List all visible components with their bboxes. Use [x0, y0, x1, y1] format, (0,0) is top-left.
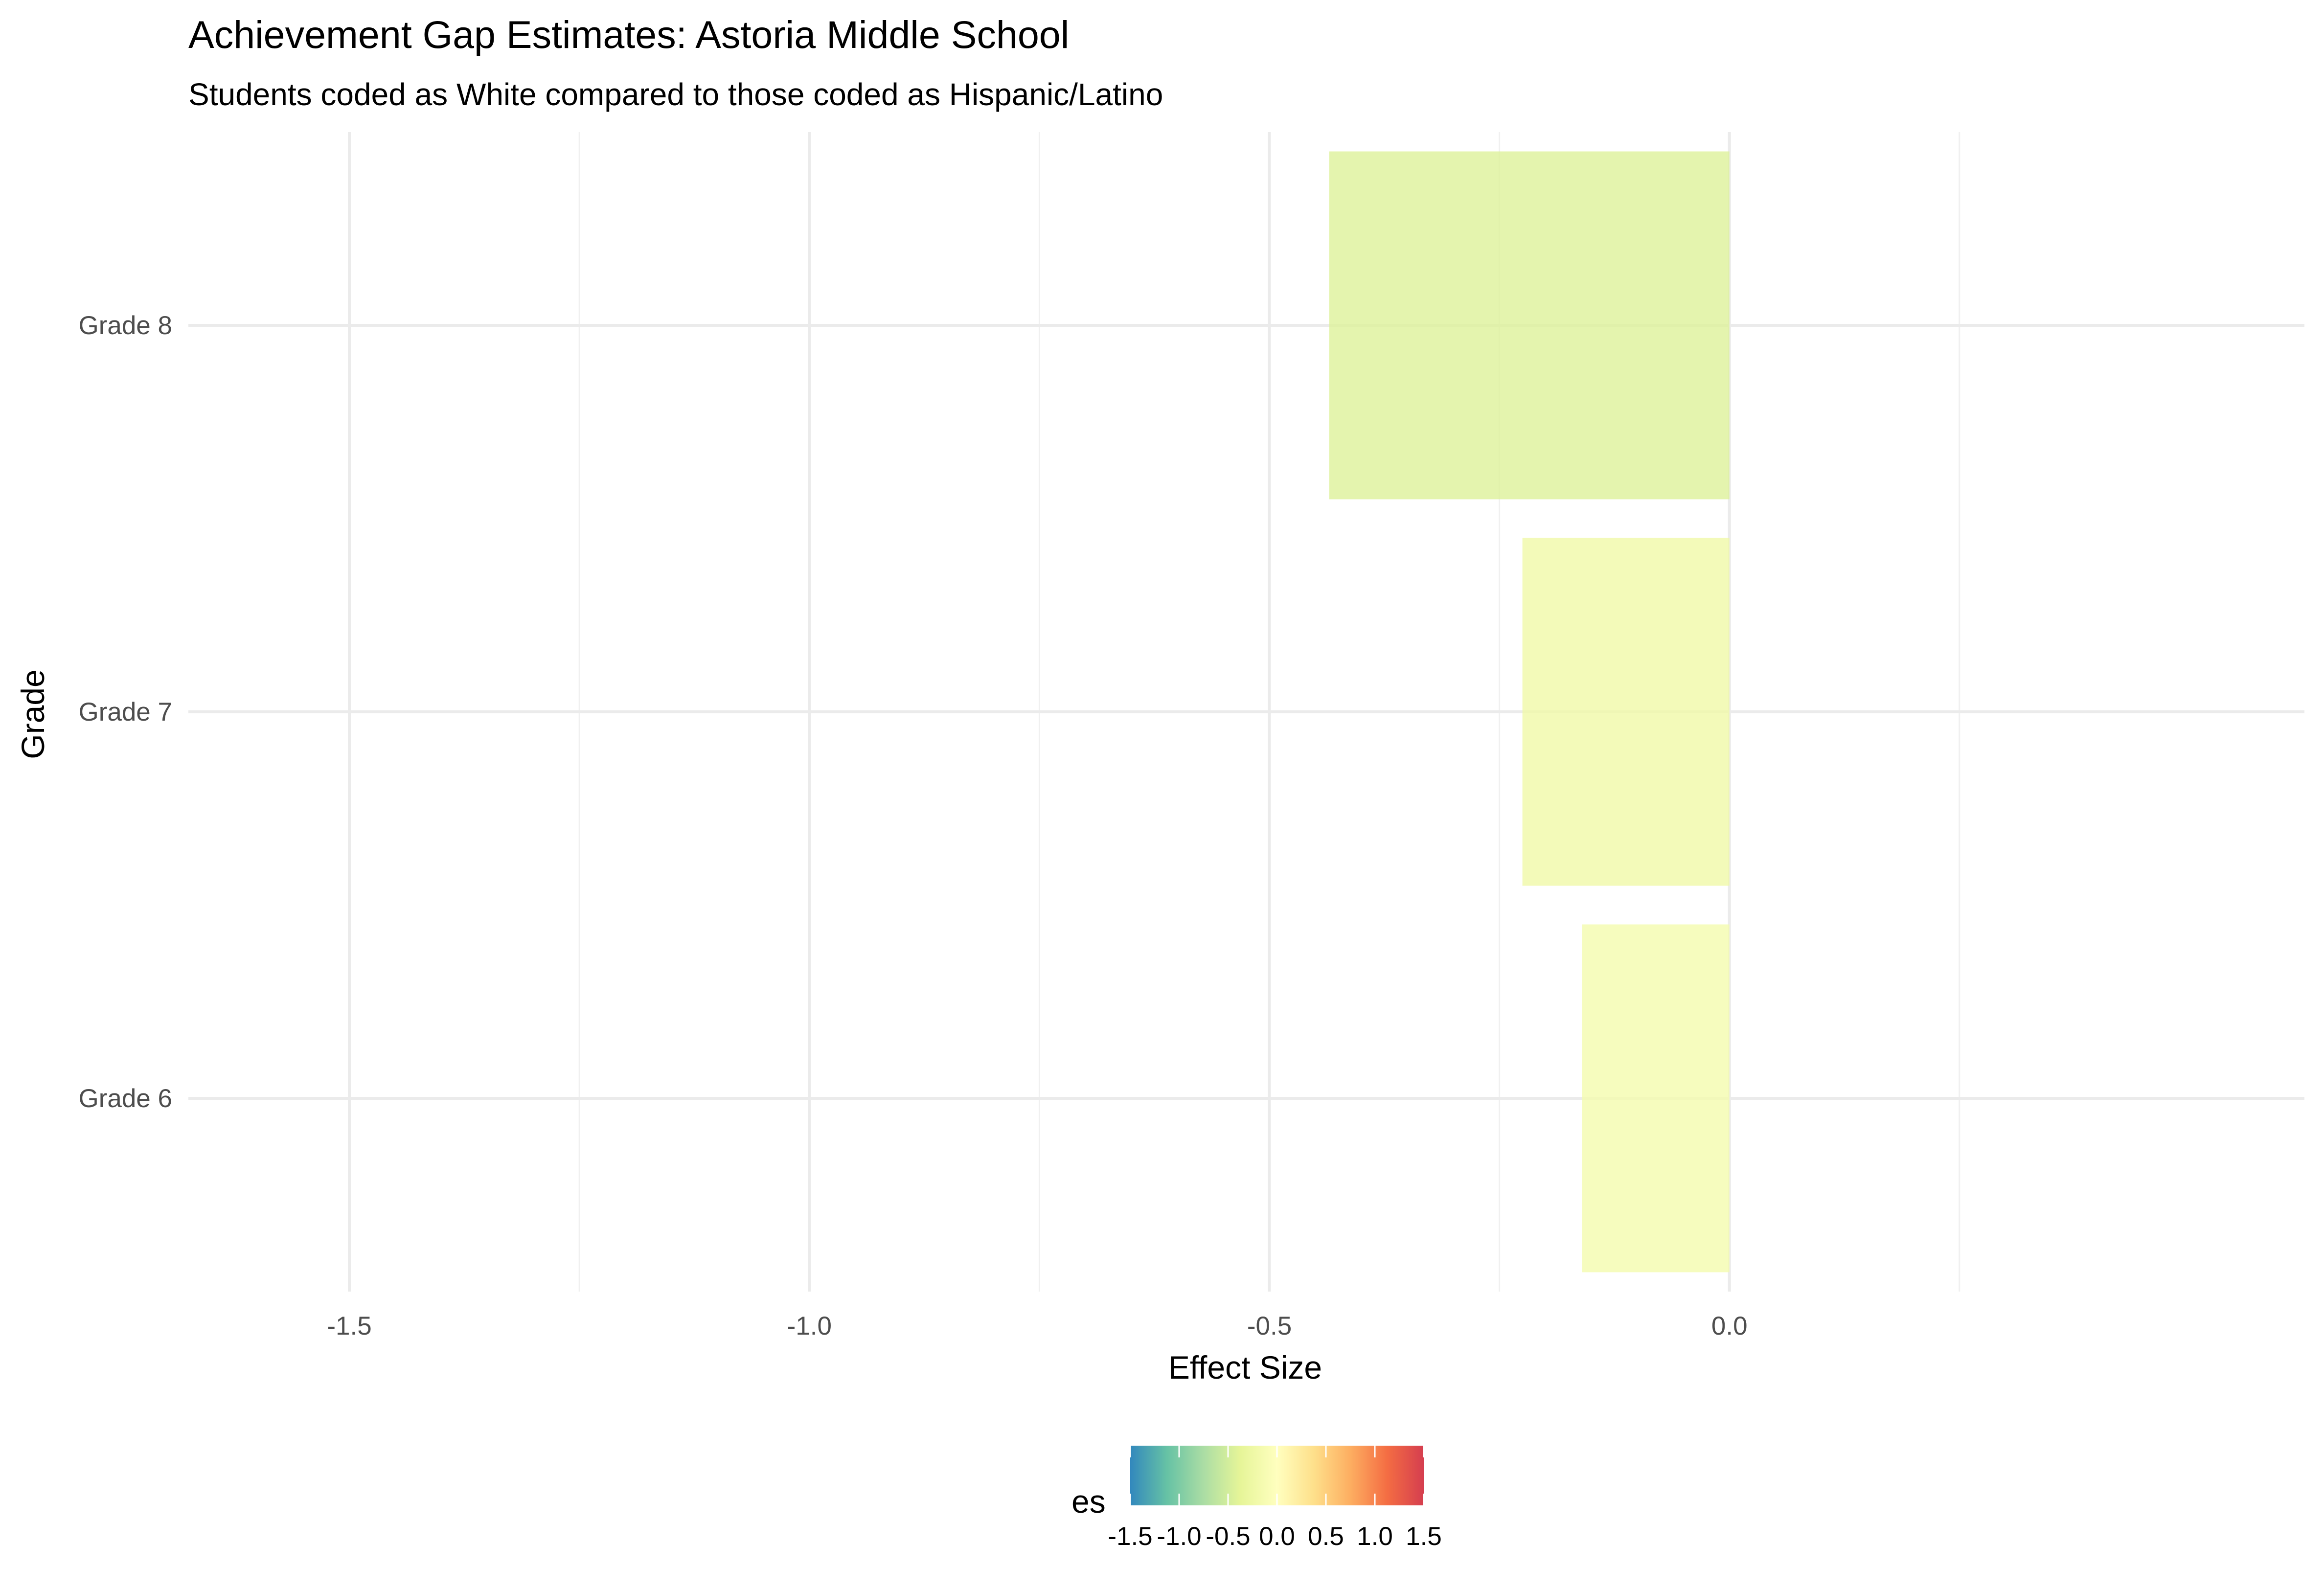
legend-tick-label: 0.5 — [1308, 1522, 1344, 1551]
x-tick-label: -0.5 — [1247, 1312, 1292, 1340]
grid — [188, 132, 2304, 1292]
legend-tick-label: 1.5 — [1406, 1522, 1442, 1551]
x-axis-title: Effect Size — [1168, 1349, 1322, 1386]
legend-tick-label: -0.5 — [1206, 1522, 1250, 1551]
x-axis-ticks: -1.5 -1.0 -0.5 0.0 — [327, 1312, 1747, 1340]
y-tick-label: Grade 7 — [78, 698, 172, 727]
y-axis-title: Grade — [15, 669, 51, 759]
bar-grade-7 — [1522, 538, 1730, 886]
legend-title: es — [1071, 1483, 1106, 1520]
legend-tick-label: 1.0 — [1357, 1522, 1393, 1551]
legend-tick-label: 0.0 — [1259, 1522, 1295, 1551]
y-axis-ticks: Grade 6 Grade 7 Grade 8 — [78, 311, 172, 1113]
legend-tick-label: -1.0 — [1157, 1522, 1201, 1551]
color-legend: es -1.5 -1.0 -0.5 0.0 0.5 1.0 1.5 — [1071, 1446, 1442, 1551]
y-tick-label: Grade 8 — [78, 311, 172, 340]
legend-tick-label: -1.5 — [1108, 1522, 1152, 1551]
bars — [1329, 151, 1730, 1272]
x-tick-label: -1.5 — [327, 1312, 371, 1340]
chart-subtitle: Students coded as White compared to thos… — [188, 77, 1163, 112]
bar-grade-8 — [1329, 151, 1730, 500]
x-tick-label: -1.0 — [787, 1312, 832, 1340]
y-tick-label: Grade 6 — [78, 1084, 172, 1113]
bar-grade-6 — [1582, 924, 1730, 1272]
legend-ticks: -1.5 -1.0 -0.5 0.0 0.5 1.0 1.5 — [1108, 1446, 1442, 1551]
x-tick-label: 0.0 — [1711, 1312, 1748, 1340]
chart-title: Achievement Gap Estimates: Astoria Middl… — [188, 13, 1069, 56]
